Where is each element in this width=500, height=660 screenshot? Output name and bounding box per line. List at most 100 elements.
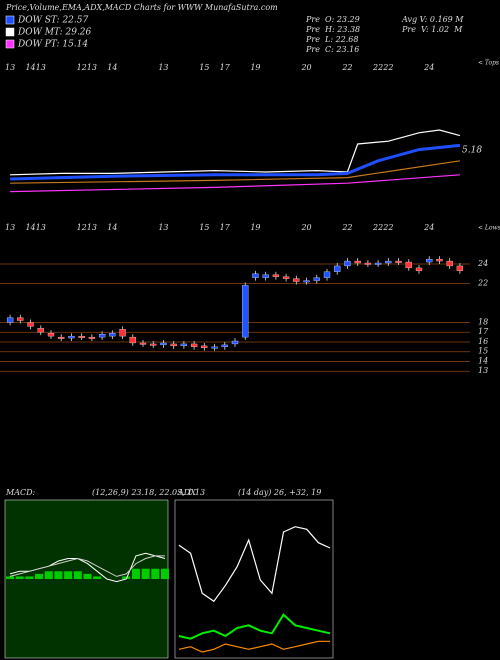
legend-label: DOW MT: 29.26 — [17, 28, 92, 38]
legend-label: DOW ST: 22.57 — [17, 16, 88, 26]
candle-body — [385, 260, 392, 264]
histogram-bar — [54, 571, 63, 579]
candle-body — [221, 344, 228, 348]
candle-body — [323, 271, 331, 278]
candle-body — [293, 278, 300, 282]
adx-line — [178, 613, 331, 640]
candle-body — [374, 262, 382, 265]
x-tick-label: 19 — [250, 63, 260, 72]
candle-body — [27, 322, 34, 327]
histogram-bar — [122, 576, 131, 579]
histogram-bar — [151, 568, 160, 579]
histogram-bar — [35, 573, 44, 579]
candle-body — [313, 277, 320, 281]
histogram-bar — [25, 576, 34, 579]
y-tick-label: 15 — [478, 347, 488, 356]
histogram-bar — [141, 568, 150, 579]
candle-body — [231, 340, 239, 345]
candle-body — [180, 343, 188, 347]
candle-body — [303, 280, 310, 283]
x-tick-label: 24 — [423, 223, 434, 232]
histogram-bar — [161, 568, 169, 579]
candle-body — [426, 258, 433, 263]
candle-body — [211, 346, 218, 349]
candle-body — [415, 267, 423, 271]
annotation: 5.18 — [462, 146, 482, 156]
x-tick-label: 12 — [77, 223, 87, 232]
panel-params: (14 day) 26, +32, 19 — [238, 488, 321, 497]
x-tick-label: 15 — [199, 63, 209, 72]
histogram-bar — [64, 571, 73, 579]
x-tick-label: 22 — [341, 223, 352, 232]
x-tick-label: 17 — [220, 63, 231, 72]
x-tick-label: 14 — [107, 223, 117, 232]
adx-line — [178, 526, 331, 603]
corner-label: < Tops — [478, 60, 499, 67]
candle-body — [58, 336, 65, 339]
candle-body — [98, 334, 106, 338]
y-tick-label: 14 — [478, 356, 488, 365]
x-tick-label: 20 — [300, 223, 311, 232]
histogram-bar — [131, 568, 140, 579]
candle-body — [88, 336, 96, 339]
y-tick-label: 16 — [478, 337, 488, 346]
adx-panel — [174, 499, 334, 659]
candle-body — [170, 343, 177, 347]
candle-body — [344, 260, 351, 267]
candle-body — [282, 276, 290, 279]
x-tick-label: 20 — [300, 63, 311, 72]
candle-body — [405, 261, 412, 269]
ema-line — [10, 129, 461, 176]
candle-body — [436, 258, 443, 262]
candle-body — [160, 342, 167, 346]
candle-body — [252, 273, 259, 278]
stat: Pre O: 23.29 — [305, 15, 360, 24]
candle-body — [456, 265, 464, 271]
candle-body — [150, 343, 157, 346]
legend-swatch — [5, 15, 15, 25]
macd-line — [9, 555, 165, 577]
candle-body — [68, 335, 75, 339]
y-tick-label: 17 — [478, 327, 489, 336]
x-tick-label: 13 — [158, 63, 168, 72]
candle-body — [119, 329, 126, 337]
x-tick-label: 14 — [25, 63, 35, 72]
panel-params: (12,26,9) 23.18, 22.05, 1.13 — [92, 488, 205, 497]
x-tick-label: 15 — [199, 223, 209, 232]
y-tick-label: 18 — [478, 317, 488, 326]
legend-swatch — [5, 39, 15, 49]
candle-body — [129, 336, 136, 344]
x-tick-label: 22 — [372, 63, 383, 72]
x-tick-label: 14 — [107, 63, 117, 72]
adx-line — [178, 640, 330, 653]
ema-line — [10, 174, 460, 193]
x-tick-label: 17 — [220, 223, 231, 232]
x-tick-label: 13 — [87, 63, 97, 72]
x-tick-label: 12 — [77, 63, 87, 72]
candle-body — [109, 333, 116, 337]
x-tick-label: 24 — [423, 63, 434, 72]
candle-body — [201, 345, 208, 348]
histogram-bar — [73, 571, 82, 579]
ema-line — [10, 143, 461, 181]
candle-body — [190, 343, 198, 348]
x-tick-label: 22 — [382, 63, 393, 72]
stat: Avg V: 0.169 M — [401, 15, 464, 24]
stat: Pre L: 22.68 — [305, 35, 358, 44]
y-tick-label: 13 — [478, 366, 488, 375]
x-tick-label: 13 — [5, 223, 15, 232]
x-tick-label: 13 — [36, 63, 46, 72]
panel-label: MACD: — [5, 488, 36, 497]
stat: Pre C: 23.16 — [305, 45, 359, 54]
candle-body — [262, 274, 269, 278]
x-tick-label: 13 — [87, 223, 97, 232]
candle-body — [47, 333, 55, 337]
x-tick-label: 13 — [5, 63, 15, 72]
histogram-bar — [93, 576, 102, 579]
x-tick-label: 13 — [158, 223, 168, 232]
x-tick-label: 14 — [25, 223, 35, 232]
x-tick-label: 22 — [372, 223, 383, 232]
histogram-bar — [44, 571, 53, 579]
panel-label: ADX — [177, 488, 196, 497]
